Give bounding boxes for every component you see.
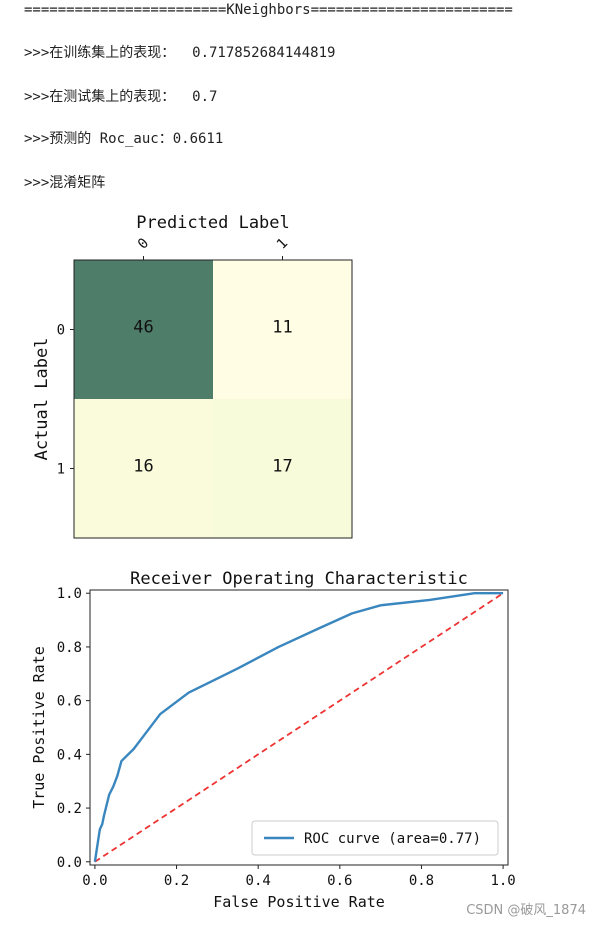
roc-x-tick-label: 0.6: [327, 873, 352, 889]
roc-x-tick-label: 0.2: [164, 873, 189, 889]
roc-x-axis-label: False Positive Rate: [213, 893, 385, 911]
cm-cell: [74, 260, 213, 399]
roc-x-tick-label: 0.4: [246, 873, 271, 889]
roc-y-tick-label: 0.6: [57, 694, 82, 710]
roc-title: Receiver Operating Characteristic: [130, 569, 468, 589]
confusion-matrix-chart: Predicted Label 46 11 16 17 0 1 0 1 Actual Label: [32, 213, 353, 539]
roc-x-tick-label: 0.8: [409, 873, 434, 889]
roc-y-axis-label: True Positive Rate: [30, 646, 48, 809]
roc-x-tick-label: 0.0: [82, 873, 107, 889]
test-score-line: >>>在测试集上的表现： 0.7: [24, 89, 218, 105]
cm-cell-value: 16: [133, 457, 153, 477]
train-score-line: >>>在训练集上的表现： 0.717852684144819: [24, 45, 336, 61]
cm-cell-value: 17: [272, 457, 292, 477]
roc-y-tick-label: 0.8: [57, 640, 82, 656]
cm-cell-value: 11: [272, 318, 292, 338]
roc-auc-line: >>>预测的 Roc_auc：0.6611: [24, 131, 224, 147]
roc-x-tick-label: 1.0: [490, 873, 515, 889]
roc-curve-line: [93, 592, 504, 862]
cm-frame: [73, 259, 353, 539]
confusion-matrix-caption: >>>混淆矩阵: [24, 175, 106, 191]
cm-x-tick-label: 1: [274, 235, 291, 252]
roc-y-tick-label: 1.0: [57, 586, 82, 602]
roc-y-tick-label: 0.0: [57, 855, 82, 871]
watermark-text: CSDN @破风_1874: [466, 903, 586, 918]
roc-y-tick-label: 0.2: [57, 801, 82, 817]
cm-y-tick-label: 0: [57, 323, 65, 339]
cm-cell: [74, 399, 213, 538]
roc-diagonal-reference-line: [94, 592, 504, 863]
cm-title: Predicted Label: [136, 213, 290, 233]
separator-line: ========================KNeighbors======…: [24, 2, 513, 18]
cm-cell-value: 46: [133, 318, 153, 338]
roc-legend-box: [251, 820, 499, 856]
roc-chart: Receiver Operating Characteristic 0.0 0.2 0…: [30, 569, 516, 911]
cm-cell: [213, 399, 352, 538]
cm-cell: [213, 260, 352, 399]
roc-y-tick-label: 0.4: [57, 747, 82, 763]
cm-y-tick-label: 1: [57, 462, 65, 478]
cm-x-tick-label: 0: [135, 235, 152, 252]
roc-legend-label: ROC curve (area=0.77): [304, 831, 481, 847]
cm-y-axis-label: Actual Label: [32, 338, 52, 461]
